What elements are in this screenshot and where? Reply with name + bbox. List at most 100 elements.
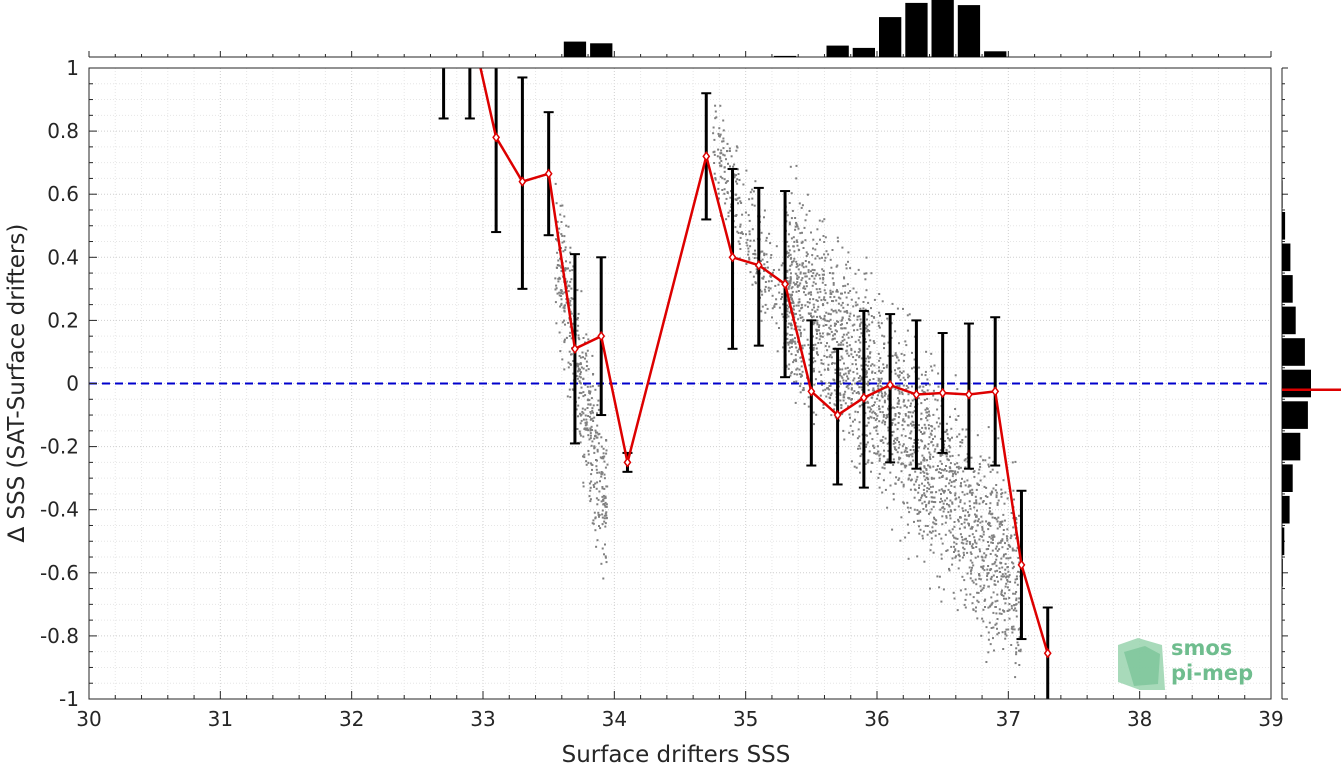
scatter-point	[829, 313, 832, 316]
scatter-point	[969, 484, 972, 487]
scatter-point	[562, 306, 565, 309]
scatter-point	[597, 408, 600, 411]
scatter-point	[907, 416, 910, 419]
scatter-point	[1002, 555, 1005, 558]
scatter-point	[930, 352, 933, 355]
scatter-point	[962, 546, 965, 549]
scatter-point	[577, 404, 580, 407]
scatter-point	[841, 368, 844, 371]
x-tick-label: 36	[864, 707, 889, 731]
scatter-point	[905, 384, 908, 387]
scatter-point	[907, 393, 910, 396]
scatter-point	[789, 296, 792, 299]
scatter-point	[933, 518, 936, 521]
scatter-point	[858, 421, 861, 424]
scatter-point	[585, 460, 588, 463]
scatter-point	[809, 298, 811, 301]
scatter-point	[948, 450, 951, 453]
scatter-point	[923, 484, 926, 487]
scatter-point	[1012, 565, 1015, 568]
scatter-point	[940, 488, 943, 491]
scatter-point	[848, 431, 851, 434]
scatter-point	[605, 514, 608, 517]
scatter-point	[717, 192, 720, 195]
scatter-point	[790, 327, 793, 330]
scatter-point	[566, 280, 569, 283]
scatter-point	[900, 372, 903, 374]
scatter-point	[799, 382, 802, 385]
scatter-point	[928, 436, 931, 439]
scatter-point	[897, 461, 900, 464]
scatter-point	[898, 477, 901, 480]
scatter-point	[921, 534, 924, 537]
scatter-point	[736, 146, 739, 149]
scatter-point	[839, 374, 841, 377]
scatter-point	[738, 242, 741, 245]
scatter-point	[987, 606, 990, 609]
scatter-point	[587, 453, 590, 456]
scatter-point	[798, 263, 801, 266]
scatter-point	[856, 367, 858, 370]
scatter-point	[985, 503, 988, 505]
scatter-point	[853, 323, 856, 326]
scatter-point	[807, 396, 810, 399]
scatter-point	[1002, 529, 1005, 531]
scatter-point	[760, 231, 763, 234]
scatter-point	[719, 104, 722, 107]
scatter-point	[793, 340, 796, 343]
scatter-point	[790, 324, 793, 327]
scatter-point	[811, 268, 814, 271]
right-hist-bar	[1282, 338, 1305, 366]
scatter-point	[922, 508, 925, 510]
scatter-point	[772, 269, 775, 271]
scatter-point	[884, 437, 887, 440]
scatter-point	[823, 273, 825, 276]
scatter-point	[980, 565, 983, 568]
scatter-point	[934, 534, 937, 537]
scatter-point	[801, 347, 804, 350]
scatter-point	[911, 415, 913, 418]
scatter-point	[560, 298, 563, 301]
scatter-point	[1004, 602, 1007, 605]
mean-point	[807, 386, 816, 397]
scatter-point	[865, 272, 868, 275]
scatter-point	[932, 521, 935, 524]
scatter-point	[969, 507, 972, 510]
scatter-point	[582, 367, 585, 370]
scatter-point	[801, 277, 804, 280]
mean-point	[781, 278, 790, 290]
scatter-point	[987, 463, 990, 466]
scatter-point	[1001, 631, 1004, 634]
scatter-point	[937, 471, 940, 474]
scatter-point	[824, 284, 827, 286]
scatter-point	[819, 290, 822, 293]
scatter-point	[878, 407, 881, 410]
scatter-point	[1000, 495, 1003, 498]
scatter-point	[795, 360, 798, 363]
scatter-point	[904, 414, 907, 417]
scatter-point	[921, 426, 924, 429]
scatter-point	[974, 578, 977, 581]
scatter-point	[597, 384, 600, 387]
scatter-point	[955, 555, 957, 558]
scatter-point	[560, 270, 563, 272]
scatter-point	[821, 332, 824, 335]
scatter-point	[808, 277, 811, 280]
scatter-point	[821, 256, 823, 259]
scatter-point	[963, 579, 966, 582]
scatter-point	[958, 433, 961, 436]
scatter-point	[1012, 526, 1015, 529]
scatter-point	[605, 561, 608, 564]
scatter-point	[858, 356, 861, 359]
scatter-point	[844, 372, 847, 375]
scatter-point	[880, 440, 883, 442]
scatter-point	[946, 549, 949, 552]
scatter-point	[959, 485, 962, 487]
scatter-point	[867, 380, 870, 383]
scatter-point	[584, 421, 587, 424]
scatter-point	[951, 557, 954, 560]
scatter-point	[882, 441, 885, 444]
scatter-point	[736, 230, 739, 233]
scatter-point	[839, 297, 842, 300]
scatter-point	[842, 396, 845, 399]
